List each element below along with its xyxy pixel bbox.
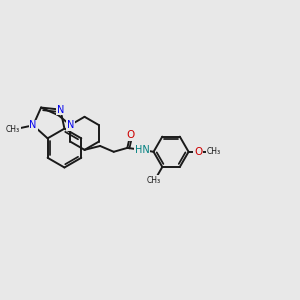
Text: N: N (57, 105, 64, 115)
Text: N: N (67, 120, 74, 130)
Text: CH₃: CH₃ (6, 125, 20, 134)
Text: O: O (126, 130, 134, 140)
Text: HN: HN (134, 145, 149, 155)
Text: N: N (29, 120, 37, 130)
Text: CH₃: CH₃ (146, 176, 161, 185)
Text: CH₃: CH₃ (207, 147, 221, 156)
Text: O: O (194, 147, 202, 157)
